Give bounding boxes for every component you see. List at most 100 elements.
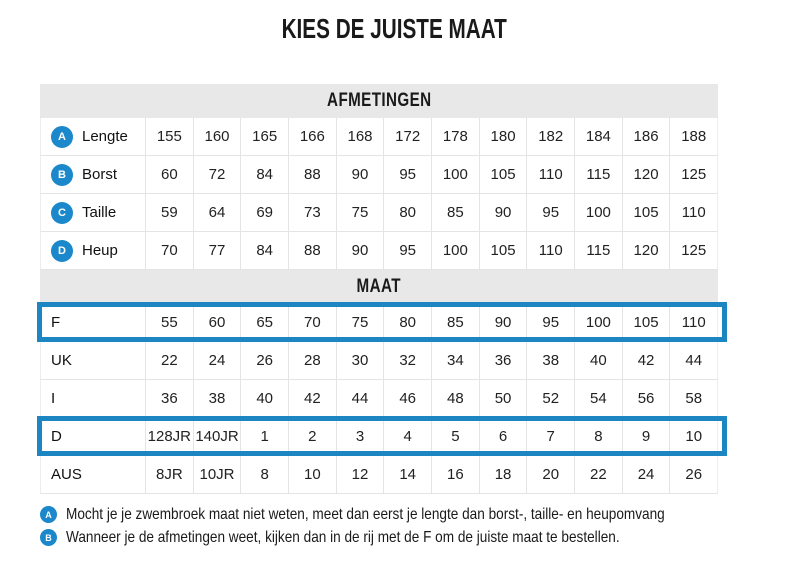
value-cell: 10	[669, 418, 717, 455]
row-label-cell: B Borst	[41, 156, 145, 193]
value-cell: 90	[478, 194, 527, 231]
value-cell: 16	[431, 456, 479, 493]
value-cell: 70	[288, 304, 336, 341]
letter-a-icon: A	[40, 506, 57, 523]
value-cell: 70	[145, 232, 193, 269]
value-cell: 42	[621, 342, 670, 379]
value-cell: 115	[574, 156, 622, 193]
footnote-text: Mocht je je zwembroek maat niet weten, m…	[66, 506, 770, 524]
value-cell: 65	[240, 304, 288, 341]
row-label-cell: UK	[41, 342, 145, 379]
value-cell: 110	[526, 232, 574, 269]
value-cell: 2	[288, 418, 336, 455]
value-cell: 24	[192, 342, 241, 379]
value-cell: 30	[335, 342, 384, 379]
value-cell: 95	[526, 304, 574, 341]
value-cell: 60	[192, 304, 241, 341]
value-cell: 90	[478, 304, 527, 341]
value-cell: 85	[431, 304, 479, 341]
value-cell: 20	[526, 456, 574, 493]
value-cell: 24	[621, 456, 670, 493]
table-row: A Lengte 155 160 165 166 168 172 178 180 182 184 186…	[40, 118, 718, 156]
value-cell: 9	[621, 418, 670, 455]
value-cell: 40	[240, 380, 288, 417]
row-label: UK	[51, 352, 72, 369]
footnotes: A Mocht je je zwembroek maat niet weten, …	[40, 503, 789, 549]
section-header-text: AFMETINGEN	[326, 90, 432, 111]
value-cell: 184	[574, 118, 622, 155]
value-cell: 18	[478, 456, 527, 493]
section-header-maat: MAAT	[40, 270, 718, 304]
value-cell: 38	[192, 380, 241, 417]
value-cell: 56	[621, 380, 670, 417]
value-cell: 188	[669, 118, 717, 155]
value-cell: 64	[192, 194, 241, 231]
value-cell: 182	[526, 118, 574, 155]
section-header-text: MAAT	[356, 276, 402, 297]
row-label: AUS	[51, 466, 82, 483]
value-cell: 105	[621, 194, 670, 231]
value-cell: 55	[145, 304, 193, 341]
value-cell: 5	[431, 418, 479, 455]
table-row: D Heup 70 77 84 88 90 95 100 105 110 115 120 125	[40, 232, 718, 270]
value-cell: 40	[574, 342, 622, 379]
value-cell: 165	[240, 118, 288, 155]
value-cell: 44	[335, 380, 384, 417]
value-cell: 28	[288, 342, 336, 379]
table-row: I 36 38 40 42 44 46 48 50 52 54 56 58	[40, 380, 718, 418]
value-cell: 8	[240, 456, 288, 493]
value-cell: 58	[669, 380, 717, 417]
value-cell: 8	[574, 418, 622, 455]
letter-a-icon: A	[51, 125, 73, 148]
row-label: Taille	[82, 204, 117, 221]
value-cell: 90	[335, 232, 384, 269]
row-label: I	[51, 390, 56, 407]
value-cell: 73	[288, 194, 336, 231]
value-cell: 52	[526, 380, 574, 417]
value-cell: 100	[431, 156, 479, 193]
value-cell: 38	[526, 342, 574, 379]
table-row: C Taille 59 64 69 73 75 80 85 90 95 100 105 110	[40, 194, 718, 232]
value-cell: 125	[669, 156, 717, 193]
value-cell: 100	[574, 304, 622, 341]
value-cell: 84	[240, 156, 288, 193]
footnote-text: Wanneer je de afmetingen weet, kijken da…	[66, 529, 717, 547]
row-label: Heup	[82, 242, 118, 259]
value-cell: 95	[383, 232, 431, 269]
value-cell: 95	[383, 156, 431, 193]
row-label-cell: D Heup	[41, 232, 145, 269]
table-row: D 128JR 140JR 1 2 3 4 5 6 7 8 9 10	[37, 416, 727, 456]
letter-d-icon: D	[51, 239, 73, 262]
value-cell: 10	[288, 456, 336, 493]
value-cell: 8JR	[145, 456, 193, 493]
value-cell: 22	[145, 342, 193, 379]
value-cell: 110	[669, 194, 717, 231]
value-cell: 85	[431, 194, 479, 231]
value-cell: 105	[621, 304, 670, 341]
value-cell: 155	[145, 118, 193, 155]
value-cell: 100	[574, 194, 622, 231]
value-cell: 12	[335, 456, 384, 493]
letter-b-icon: B	[51, 163, 73, 186]
value-cell: 50	[478, 380, 527, 417]
value-cell: 44	[669, 342, 717, 379]
value-cell: 75	[335, 194, 384, 231]
page-title: KIES DE JUISTE MAAT	[0, 13, 789, 46]
value-cell: 168	[335, 118, 384, 155]
row-label-cell: D	[41, 418, 145, 455]
value-cell: 88	[288, 156, 336, 193]
value-cell: 100	[431, 232, 479, 269]
value-cell: 26	[669, 456, 717, 493]
value-cell: 6	[478, 418, 527, 455]
value-cell: 34	[431, 342, 479, 379]
value-cell: 110	[526, 156, 574, 193]
value-cell: 46	[383, 380, 431, 417]
value-cell: 140JR	[192, 418, 241, 455]
row-label: Lengte	[82, 128, 128, 145]
value-cell: 166	[288, 118, 336, 155]
row-label-cell: I	[41, 380, 145, 417]
table-row: UK 22 24 26 28 30 32 34 36 38 40 42 44	[40, 342, 718, 380]
value-cell: 172	[383, 118, 431, 155]
table-row: F 55 60 65 70 75 80 85 90 95 100 105 110	[37, 302, 727, 342]
value-cell: 105	[478, 232, 527, 269]
